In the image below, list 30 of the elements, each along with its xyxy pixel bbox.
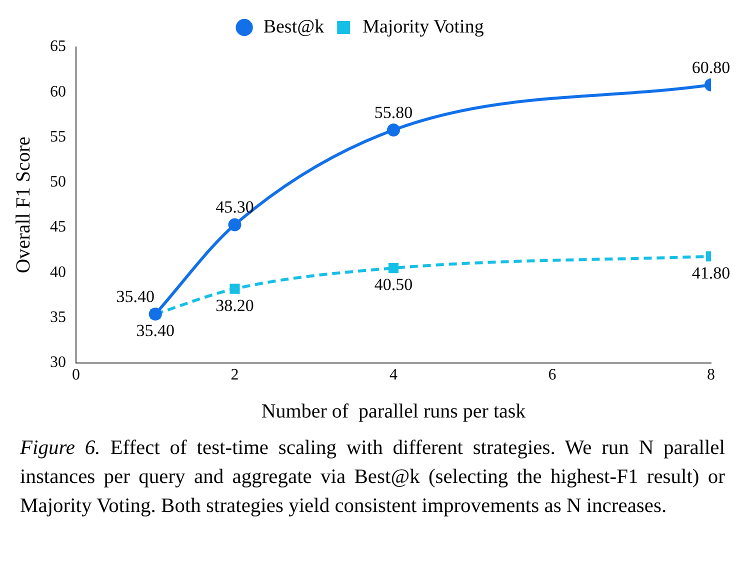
legend-label: Best@k (263, 16, 325, 38)
x-tick-label: 6 (548, 366, 556, 384)
x-tick-label: 8 (707, 366, 715, 384)
legend-label: Majority Voting (362, 16, 484, 38)
data-label: 60.80 (692, 58, 730, 77)
data-label: 41.80 (692, 263, 730, 282)
caption: Figure 6. Effect of test-time scaling with different strategies. We run N parallel instances per query and aggregate via Best@k (selecting the highest-F1 result) or Majority Voting. Both strategies yield consistent improvements as N increases. (20, 437, 725, 517)
y-tick-label: 65 (50, 38, 66, 56)
y-tick-label: 55 (50, 128, 66, 146)
y-tick-label: 35 (50, 308, 66, 326)
y-axis-title: Overall F1 Score (12, 136, 34, 274)
data-label: 35.40 (116, 287, 154, 306)
y-tick-label: 50 (50, 174, 66, 191)
y-tick-label: 40 (50, 264, 66, 281)
data-label: 35.40 (136, 321, 174, 340)
x-tick-label: 2 (230, 366, 239, 384)
x-tick-label: 0 (72, 366, 80, 384)
data-label: 40.50 (374, 275, 413, 294)
y-tick-label: 45 (50, 218, 66, 236)
data-label: 55.80 (374, 102, 413, 122)
data-label: 45.30 (216, 198, 254, 217)
point (387, 124, 400, 137)
x-axis-title: Number of parallel runs per task (261, 400, 526, 422)
data-label: 38.20 (216, 296, 254, 315)
y-tick-label: 60 (50, 83, 66, 100)
point (388, 263, 399, 274)
y-tick-label: 30 (50, 354, 66, 372)
point (230, 284, 240, 294)
x-tick-label: 4 (390, 366, 398, 384)
point (228, 218, 242, 232)
